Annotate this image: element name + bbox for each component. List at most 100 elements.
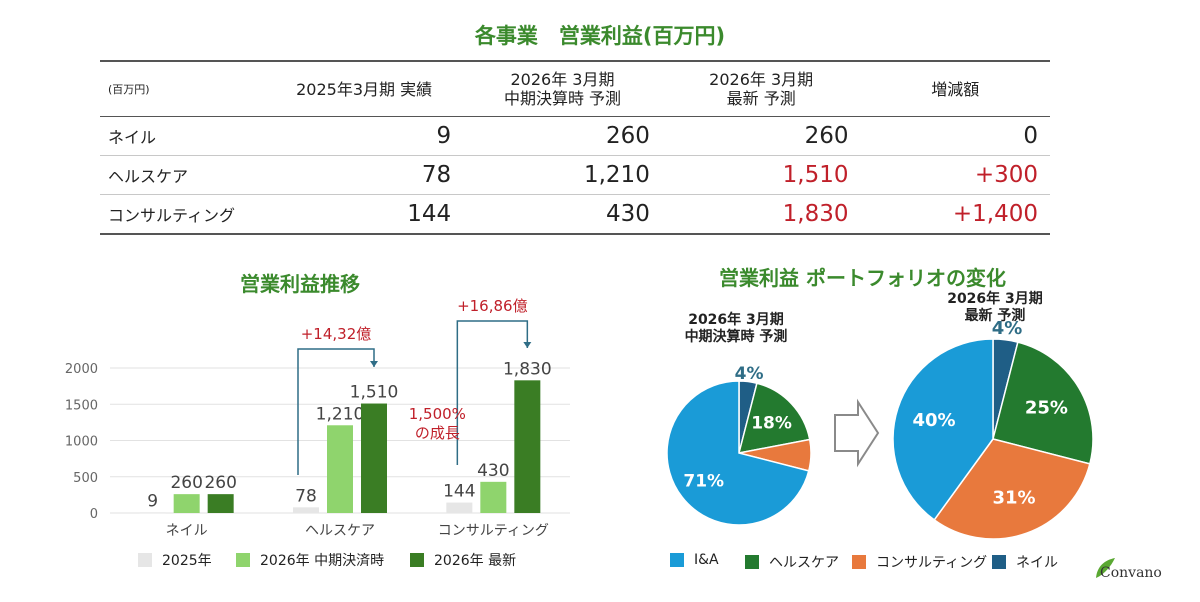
pie-legend-consulting: コンサルティング xyxy=(852,552,987,572)
pie-legend-label-healthcare: ヘルスケア xyxy=(769,555,839,571)
pie-slice xyxy=(992,341,1094,465)
x-tick-label: ネイル xyxy=(166,523,208,539)
pie-legend-swatch-healthcare xyxy=(745,555,759,569)
company-logo: Convano xyxy=(1100,565,1162,581)
table-row: コンサルティング 144 430 1,830 +1,400 xyxy=(100,194,1050,234)
pie-value-label: 18% xyxy=(751,413,792,433)
y-tick-label: 2000 xyxy=(65,362,98,377)
bar-value-label: 1,510 xyxy=(350,383,399,403)
arrow-head xyxy=(370,361,378,367)
legend-item-2025: 2025年 xyxy=(138,550,212,570)
growth-note: 1,500% xyxy=(409,405,466,423)
col-header-diff: 増減額 xyxy=(860,61,1050,117)
pie-left-title: 2026年 3月期 中期決算時 予測 xyxy=(684,312,788,345)
table-row: ネイル 9 260 260 0 xyxy=(100,116,1050,156)
unit-label: (百万円) xyxy=(100,61,266,117)
pie-value-label: 40% xyxy=(912,410,955,431)
legend-label-mid: 2026年 中期決済時 xyxy=(260,553,385,569)
table-row: ヘルスケア 78 1,210 1,510 +300 xyxy=(100,155,1050,195)
row-label: コンサルティング xyxy=(100,194,266,234)
bar xyxy=(139,512,166,514)
col-header-2025-text: 2025年3月期 実績 xyxy=(296,79,433,99)
bar-chart-annotations: +14,32億 +16,86億 1,500%の成長 xyxy=(297,297,532,475)
cell-2025: 78 xyxy=(265,155,464,195)
bar xyxy=(293,507,319,513)
cell-diff: 0 xyxy=(860,116,1050,156)
growth-note: の成長 xyxy=(415,424,460,442)
arrow-head xyxy=(523,342,532,348)
pie-slice xyxy=(737,382,811,454)
pie-legend-label-ia: I&A xyxy=(694,552,719,568)
cell-mid: 1,210 xyxy=(463,155,662,195)
cell-latest: 260 xyxy=(661,116,861,156)
legend-swatch-mid xyxy=(236,553,250,567)
growth-annotation: +16,86億 xyxy=(457,297,528,315)
growth-arrow xyxy=(297,348,375,475)
bar xyxy=(514,380,541,513)
pie-value-label: 31% xyxy=(992,487,1035,508)
legend-label-latest: 2026年 最新 xyxy=(434,553,517,569)
pie-legend-swatch-consulting xyxy=(852,555,866,569)
bar-chart-title: 営業利益推移 xyxy=(240,272,360,296)
col-header-2025: 2025年3月期 実績 xyxy=(265,61,464,117)
pie-value-label: 4% xyxy=(992,320,1023,339)
legend-item-latest: 2026年 最新 xyxy=(410,550,516,570)
bar-value-label: 260 xyxy=(204,473,236,493)
pie-legend-ia: I&A xyxy=(670,552,719,568)
growth-annotation: +14,32億 xyxy=(301,325,372,343)
cell-diff: +1,400 xyxy=(860,194,1050,234)
legend-label-2025: 2025年 xyxy=(162,553,212,569)
growth-arrow xyxy=(456,320,529,465)
y-tick-label: 500 xyxy=(73,471,98,486)
bar-value-label: 144 xyxy=(443,482,475,502)
bar-value-label: 78 xyxy=(295,486,317,506)
col-header-latest-text: 2026年 3月期 最新 予測 xyxy=(709,70,814,108)
leaf-logo-icon xyxy=(1096,558,1115,578)
bar xyxy=(361,403,387,513)
col-header-mid: 2026年 3月期 中期決算時 予測 xyxy=(463,61,662,117)
table-header-row: (百万円) 2025年3月期 実績 2026年 3月期 中期決算時 予測 202… xyxy=(100,61,1050,117)
cell-latest: 1,830 xyxy=(661,194,861,234)
cell-2025: 9 xyxy=(265,116,464,156)
col-header-diff-text: 増減額 xyxy=(931,79,980,99)
bar-value-label: 1,210 xyxy=(316,404,365,424)
bar xyxy=(480,481,507,513)
bar-value-label: 9 xyxy=(147,491,158,511)
pie-value-label: 71% xyxy=(683,471,724,491)
pie-legend-swatch-nail xyxy=(992,555,1006,569)
cell-mid: 260 xyxy=(463,116,662,156)
profit-table: (百万円) 2025年3月期 実績 2026年 3月期 中期決算時 予測 202… xyxy=(100,60,1050,235)
col-header-latest: 2026年 3月期 最新 予測 xyxy=(661,61,861,117)
y-tick-label: 1500 xyxy=(65,398,98,413)
bar xyxy=(207,494,234,513)
col-header-mid-text: 2026年 3月期 中期決算時 予測 xyxy=(503,70,622,108)
y-tick-label: 0 xyxy=(90,507,98,522)
cell-latest: 1,510 xyxy=(661,155,861,195)
pie-legend-label-nail: ネイル xyxy=(1016,555,1058,571)
cell-mid: 430 xyxy=(463,194,662,234)
pie-right-title: 2026年 3月期 最新 予測 xyxy=(947,291,1043,324)
pie-slice xyxy=(933,438,1091,540)
pie-legend-swatch-ia xyxy=(670,553,684,567)
bar xyxy=(173,494,200,513)
pie-legend-nail: ネイル xyxy=(992,552,1058,572)
pie-chart-latest: 4% 25% 31% 40% xyxy=(892,320,1094,540)
pie-section-title: 営業利益 ポートフォリオの変化 xyxy=(719,266,1006,290)
pie-slice xyxy=(892,338,994,521)
cell-diff: +300 xyxy=(860,155,1050,195)
x-tick-label: ヘルスケア xyxy=(305,523,375,539)
bar xyxy=(327,425,353,513)
bar-value-label: 1,830 xyxy=(503,359,552,379)
pie-value-label: 25% xyxy=(1025,397,1068,418)
bar-value-label: 430 xyxy=(477,461,509,481)
bar xyxy=(446,502,473,513)
y-tick-label: 1000 xyxy=(65,435,98,450)
pie-charts: 4% 18% 71% 4% 25% 31% 40% xyxy=(666,320,1094,540)
pie-legend-label-consulting: コンサルティング xyxy=(876,555,988,571)
row-label: ヘルスケア xyxy=(100,155,266,195)
x-tick-label: コンサルティング xyxy=(438,523,549,539)
row-label: ネイル xyxy=(100,116,266,156)
pie-slice xyxy=(666,380,810,526)
